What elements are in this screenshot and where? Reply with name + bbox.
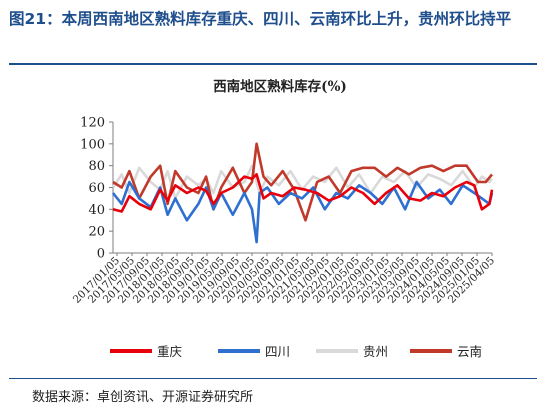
source-note: 数据来源：卓创资讯、开源证券研究所 xyxy=(32,390,254,405)
y-tick-label: 100 xyxy=(80,137,105,152)
legend-label: 贵州 xyxy=(363,344,388,359)
y-tick-label: 60 xyxy=(88,181,105,196)
series-line-1 xyxy=(112,173,494,213)
y-tick-label: 80 xyxy=(88,159,105,174)
y-tick-label: 40 xyxy=(88,203,105,218)
y-tick-label: 20 xyxy=(88,225,105,240)
line-chart: 西南地区熟料库存(%) 0 20 40 60 80 100 120 2017/01/0520… xyxy=(71,78,497,359)
x-axis: 2017/01/052017/05/052017/09/052018/01/05… xyxy=(71,252,497,306)
figure-title: 图21：本周西南地区熟料库存重庆、四川、云南环比上升，贵州环比持平 xyxy=(9,10,512,28)
chart-title: 西南地区熟料库存(%) xyxy=(213,78,347,95)
series-line-3 xyxy=(111,164,494,200)
legend-label: 重庆 xyxy=(157,344,183,359)
legend: 重庆 四川 贵州 云南 xyxy=(110,344,482,359)
y-axis: 0 20 40 60 80 100 120 xyxy=(80,116,114,262)
legend-label: 云南 xyxy=(457,344,482,359)
series-layer xyxy=(111,142,494,244)
source-rule xyxy=(9,378,537,379)
title-rule xyxy=(9,63,537,65)
y-tick-label: 120 xyxy=(80,116,105,131)
y-tick-label: 0 xyxy=(97,247,105,262)
legend-label: 四川 xyxy=(265,344,290,359)
